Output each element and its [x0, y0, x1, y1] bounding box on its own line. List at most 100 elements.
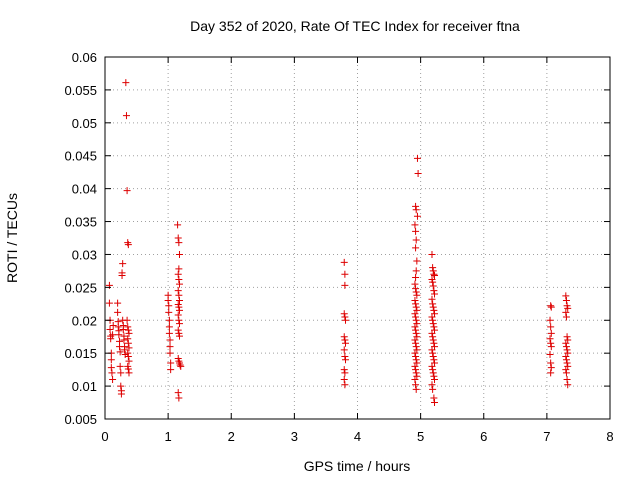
data-point [175, 239, 183, 247]
data-point [122, 79, 130, 87]
y-tick-label: 0.025 [64, 280, 97, 295]
data-point [412, 273, 420, 281]
data-point [429, 278, 437, 286]
data-point [107, 356, 115, 364]
data-point [341, 313, 349, 321]
data-point [412, 236, 420, 244]
data-point [342, 316, 350, 324]
x-axis-label: GPS time / hours [304, 458, 411, 474]
data-point [431, 376, 439, 384]
y-tick-label: 0.02 [72, 313, 97, 328]
data-point [174, 326, 182, 334]
data-point [119, 260, 127, 268]
data-point [429, 267, 437, 275]
data-point [428, 362, 436, 370]
data-point [429, 349, 437, 357]
data-point [109, 331, 117, 339]
data-point [165, 302, 173, 310]
data-point [562, 369, 570, 377]
data-point [564, 362, 572, 370]
data-point [341, 352, 349, 360]
data-point [413, 372, 421, 380]
y-tick-label: 0.035 [64, 215, 97, 230]
data-point [563, 359, 571, 367]
data-point [165, 323, 173, 331]
data-point [563, 346, 571, 354]
data-point [120, 336, 128, 344]
data-point [114, 323, 122, 331]
data-point [123, 316, 131, 324]
data-point [546, 335, 554, 343]
data-point [411, 297, 419, 305]
data-point [547, 339, 555, 347]
data-point [412, 369, 420, 377]
data-point [124, 241, 132, 249]
data-point [413, 320, 421, 328]
data-point [431, 399, 439, 407]
data-point [430, 372, 438, 380]
data-point [428, 250, 436, 258]
y-tick-label: 0.005 [64, 412, 97, 427]
data-point [412, 385, 420, 393]
data-point [562, 356, 570, 364]
data-point [413, 291, 421, 299]
data-point [340, 346, 348, 354]
x-tick-label: 5 [417, 429, 424, 444]
x-tick-label: 0 [101, 429, 108, 444]
data-point [564, 349, 572, 357]
data-point [412, 352, 420, 360]
data-point [430, 339, 438, 347]
data-point [412, 206, 420, 214]
data-point [428, 346, 436, 354]
data-point [166, 336, 174, 344]
data-point [428, 295, 436, 303]
data-point [342, 356, 350, 364]
data-point [175, 394, 183, 402]
data-point [430, 323, 438, 331]
y-tick-label: 0.04 [72, 182, 97, 197]
data-point [563, 333, 571, 341]
data-point [175, 275, 183, 283]
data-point [413, 154, 421, 162]
grid-lines [105, 57, 610, 419]
data-point [174, 389, 182, 397]
data-point [175, 316, 183, 324]
data-point [547, 364, 555, 372]
data-point [165, 308, 173, 316]
data-point [123, 187, 131, 195]
data-point [121, 346, 129, 354]
x-tick-label: 7 [543, 429, 550, 444]
data-point [166, 343, 174, 351]
y-tick-label: 0.055 [64, 83, 97, 98]
data-point [412, 303, 420, 311]
data-point [564, 381, 572, 389]
data-point [562, 343, 570, 351]
data-point [176, 361, 184, 369]
y-tick-label: 0.05 [72, 116, 97, 131]
data-point [413, 212, 421, 220]
data-point [341, 336, 349, 344]
data-point [125, 369, 133, 377]
data-point [117, 369, 125, 377]
data-point [114, 308, 122, 316]
data-point [412, 227, 420, 235]
data-point [546, 350, 554, 358]
data-point [107, 335, 115, 343]
data-point [412, 300, 420, 308]
data-point [412, 343, 420, 351]
data-point [119, 325, 127, 333]
data-point [431, 272, 439, 280]
data-point [413, 333, 421, 341]
data-points [105, 79, 572, 407]
data-point [125, 329, 133, 337]
data-point [546, 316, 554, 324]
x-tick-label: 6 [480, 429, 487, 444]
data-point [547, 343, 555, 351]
data-point [562, 352, 570, 360]
data-point [175, 320, 183, 328]
data-point [412, 285, 420, 293]
data-point [341, 381, 349, 389]
data-point [174, 221, 182, 229]
data-point [428, 313, 436, 321]
